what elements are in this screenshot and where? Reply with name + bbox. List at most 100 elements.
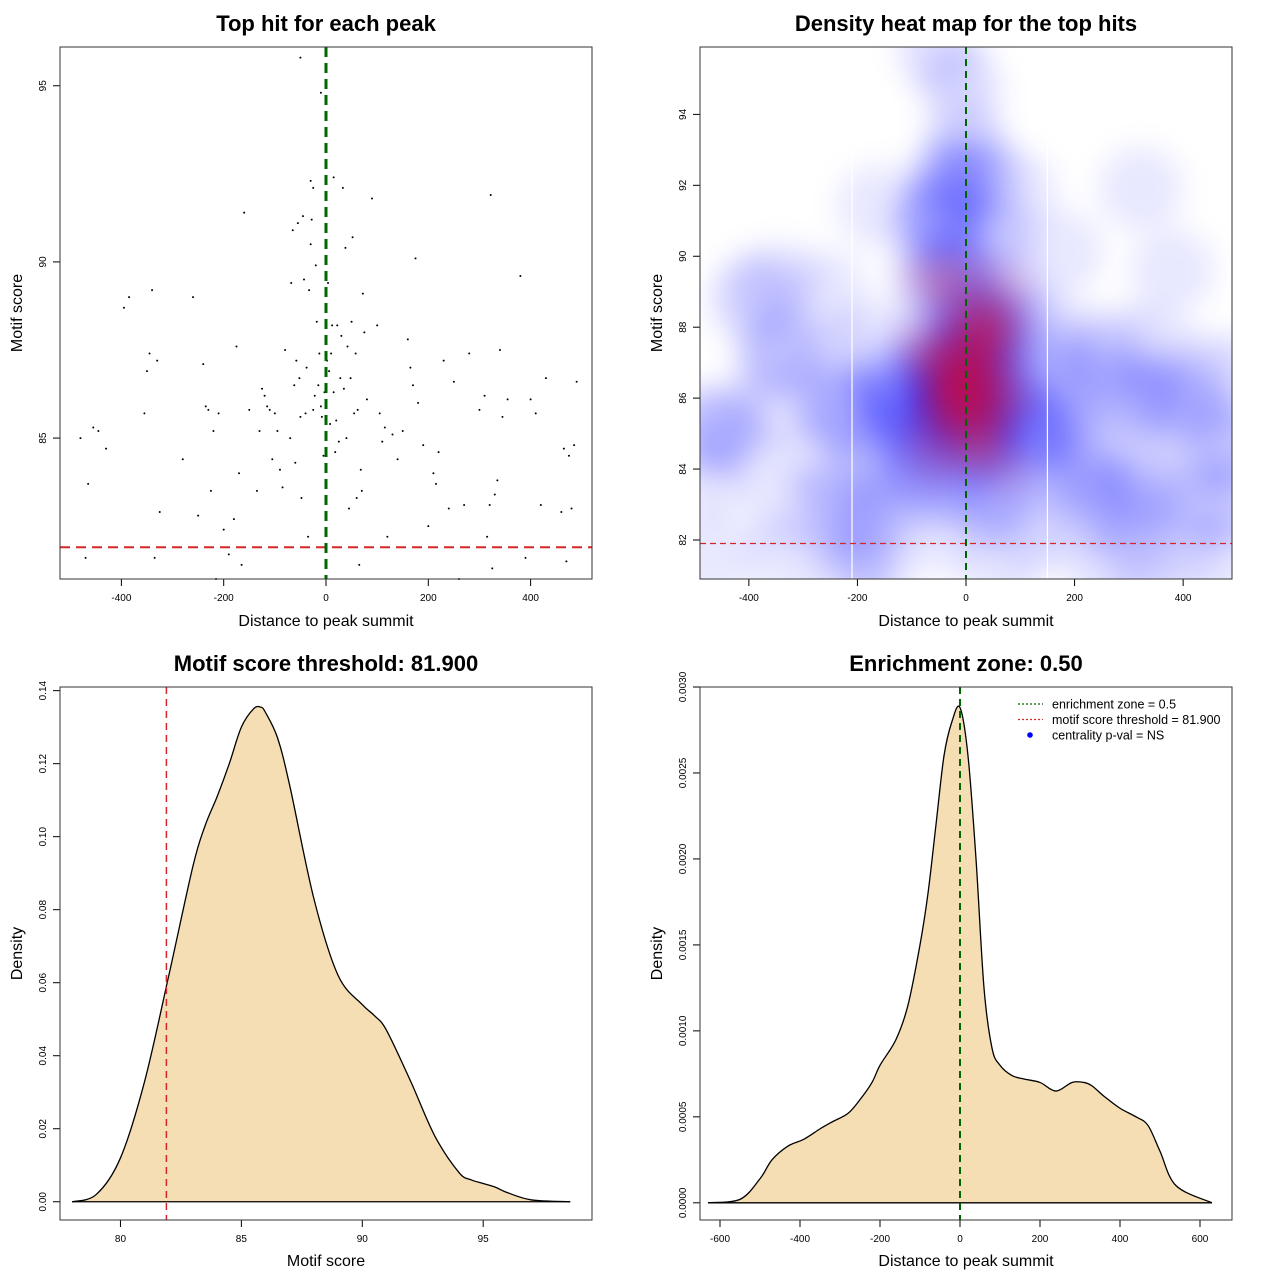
scatter-point [123, 307, 125, 309]
scatter-point [205, 405, 207, 407]
scatter-points [79, 57, 577, 580]
y-tick-label: 84 [678, 463, 689, 475]
figure-canvas: Top hit for each peak Distance to peak su… [0, 0, 1280, 1280]
y-tick-label: 94 [678, 108, 689, 120]
scatter-point [314, 395, 316, 397]
scatter-point [338, 441, 340, 443]
scatter-point [409, 367, 411, 369]
scatter-point [329, 423, 331, 425]
scatter-point [494, 493, 496, 495]
y-tick-label: 0.00 [38, 1192, 49, 1212]
y-tick-label: 0.06 [38, 973, 49, 993]
scatter-point [87, 483, 89, 485]
scatter-point [371, 197, 373, 199]
x-tick-label: 90 [357, 1234, 369, 1245]
x-tick-label: -600 [710, 1234, 730, 1245]
scatter-point [352, 236, 354, 238]
heatmap-cell [1130, 228, 1214, 312]
scatter-point [197, 515, 199, 517]
legend-label: enrichment zone = 0.5 [1052, 698, 1176, 712]
scatter-point [320, 405, 322, 407]
scatter-point [360, 469, 362, 471]
scatter-point [128, 296, 130, 298]
scatter-point [356, 497, 358, 499]
scatter-point [294, 462, 296, 464]
y-tick-label: 0.12 [38, 753, 49, 773]
scatter-point [292, 229, 294, 231]
scatter-point [290, 282, 292, 284]
x-tick-label: 200 [420, 593, 437, 604]
panel-4-x-axis-label: Distance to peak summit [878, 1253, 1054, 1270]
panel-1-x-axis-label: Distance to peak summit [238, 613, 414, 630]
scatter-point [519, 275, 521, 277]
scatter-point [305, 412, 307, 414]
x-tick-label: 0 [957, 1234, 963, 1245]
scatter-point [333, 176, 335, 178]
panel-3-x-axis-label: Motif score [287, 1253, 365, 1270]
x-tick-label: 0 [323, 593, 329, 604]
scatter-point [362, 293, 364, 295]
scatter-point [207, 409, 209, 411]
scatter-point [105, 448, 107, 450]
scatter-point [340, 335, 342, 337]
scatter-point [156, 360, 158, 362]
scatter-point [284, 349, 286, 351]
scatter-point [392, 434, 394, 436]
y-tick-label: 86 [678, 392, 689, 404]
y-tick-label: 0.0020 [678, 843, 689, 874]
x-tick-label: -400 [790, 1234, 810, 1245]
scatter-point [295, 360, 297, 362]
heatmap-layer [663, 11, 1274, 618]
x-tick-label: 400 [1112, 1234, 1129, 1245]
scatter-point [223, 529, 225, 531]
y-tick-label: 0.0010 [678, 1015, 689, 1046]
scatter-point [264, 395, 266, 397]
x-tick-label: -200 [214, 593, 234, 604]
scatter-point [321, 416, 323, 418]
scatter-point [415, 257, 417, 259]
scatter-point [489, 504, 491, 506]
x-tick-label: 200 [1032, 1234, 1049, 1245]
scatter-point [386, 536, 388, 538]
scatter-point [381, 441, 383, 443]
scatter-point [384, 427, 386, 429]
panel-2-y-axis-label: Motif score [649, 274, 666, 352]
panel-3-y-axis-label: Density [9, 927, 26, 980]
scatter-point [432, 472, 434, 474]
scatter-point [530, 398, 532, 400]
scatter-point [573, 444, 575, 446]
scatter-point [302, 215, 304, 217]
panel-3-title: Motif score threshold: 81.900 [174, 651, 478, 676]
x-tick-label: -200 [847, 593, 867, 604]
scatter-point [345, 437, 347, 439]
scatter-point [331, 324, 333, 326]
scatter-point [293, 384, 295, 386]
scatter-point [146, 370, 148, 372]
scatter-point [438, 451, 440, 453]
scatter-point [328, 370, 330, 372]
scatter-point [501, 416, 503, 418]
scatter-point [256, 490, 258, 492]
scatter-point [149, 353, 151, 355]
scatter-point [335, 419, 337, 421]
scatter-point [261, 388, 263, 390]
heatmap-hotspot [977, 440, 1029, 492]
scatter-point [318, 353, 320, 355]
density-fill [72, 706, 570, 1201]
legend-label: centrality p-val = NS [1052, 729, 1164, 743]
scatter-point [427, 525, 429, 527]
scatter-point [259, 430, 261, 432]
y-tick-label: 95 [38, 80, 49, 92]
scatter-point [218, 412, 220, 414]
heatmap-hotspot [983, 369, 1035, 421]
scatter-point [143, 412, 145, 414]
scatter-point [322, 455, 324, 457]
scatter-point [271, 458, 273, 460]
scatter-point [366, 398, 368, 400]
y-tick-label: 0.14 [38, 680, 49, 700]
legend-point-icon [1027, 732, 1033, 738]
heatmap-hotspot [981, 301, 1033, 353]
scatter-point [320, 92, 322, 94]
panel-1-y-axis-label: Motif score [9, 274, 26, 352]
